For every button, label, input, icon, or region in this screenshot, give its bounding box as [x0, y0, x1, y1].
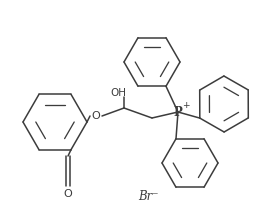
Text: O: O: [92, 111, 100, 121]
Text: +: +: [182, 102, 190, 110]
Text: O: O: [64, 189, 72, 199]
Text: Br⁻: Br⁻: [138, 189, 158, 203]
Text: OH: OH: [110, 88, 126, 98]
Text: P: P: [174, 105, 182, 119]
